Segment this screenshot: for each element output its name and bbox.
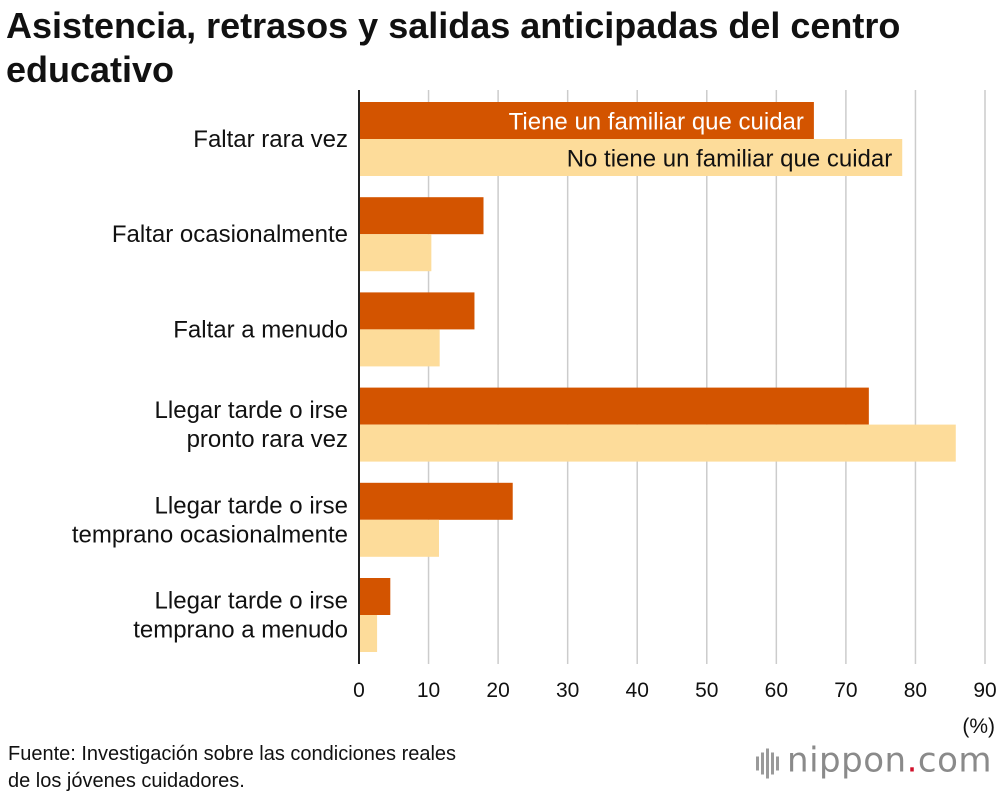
bar-non-caregiver	[359, 424, 956, 462]
bar-caregiver	[359, 482, 513, 520]
category-label: Faltar ocasionalmente	[112, 221, 348, 248]
x-tick-label: 90	[973, 679, 996, 702]
grid-lines	[427, 90, 986, 664]
x-tick-label: 40	[626, 679, 649, 702]
bar-non-caregiver	[359, 139, 903, 176]
category-label: pronto rara vez	[187, 426, 348, 453]
legend-label: Tiene un familiar que cuidar	[509, 109, 804, 136]
brand-logo: nippon.com	[756, 741, 992, 783]
bar-non-caregiver	[359, 329, 440, 367]
brand-mark-icon	[756, 742, 781, 782]
bar-non-caregiver	[359, 234, 432, 272]
x-tick-label: 60	[765, 679, 788, 702]
x-tick-label: 20	[486, 679, 509, 702]
brand-name: nippon	[787, 740, 907, 781]
labels: 0 10 20 30 40 50 60 70 80 90 (%) Faltar rara vez Fal…	[72, 109, 997, 739]
chart-title: Asistencia, retrasos y salidas anticipad…	[6, 5, 901, 90]
brand-dot: .	[906, 740, 918, 781]
bar-non-caregiver	[359, 615, 378, 652]
bar-non-caregiver	[359, 519, 439, 557]
bar-caregiver	[359, 578, 391, 615]
x-tick-label: 30	[556, 679, 579, 702]
x-tick-label: 0	[353, 679, 365, 702]
category-label: Llegar tarde o irse	[155, 588, 348, 615]
category-label: Llegar tarde o irse	[155, 397, 348, 424]
category-label: Faltar rara vez	[193, 126, 348, 153]
source-line-1: Fuente: Investigación sobre las condicio…	[8, 743, 457, 765]
category-label: Faltar a menudo	[173, 316, 348, 343]
bar-caregiver	[359, 292, 475, 330]
x-tick-label: 80	[904, 679, 927, 702]
category-label: Llegar tarde o irse	[155, 492, 348, 519]
bars	[359, 102, 956, 652]
category-label: temprano a menudo	[133, 617, 348, 644]
bar-caregiver	[359, 197, 484, 235]
x-tick-label: 10	[417, 679, 440, 702]
bar-caregiver	[359, 102, 814, 139]
source-note: Fuente: Investigación sobre las condicio…	[8, 741, 456, 795]
x-tick-label: 50	[695, 679, 718, 702]
bar-caregiver	[359, 387, 869, 425]
brand-tld: com	[917, 740, 992, 781]
category-label: temprano ocasionalmente	[72, 521, 348, 548]
x-tick-label: 70	[834, 679, 857, 702]
legend-label: No tiene un familiar que cuidar	[567, 146, 893, 173]
source-line-2: de los jóvenes cuidadores.	[8, 770, 245, 792]
x-unit-label: (%)	[962, 715, 995, 738]
